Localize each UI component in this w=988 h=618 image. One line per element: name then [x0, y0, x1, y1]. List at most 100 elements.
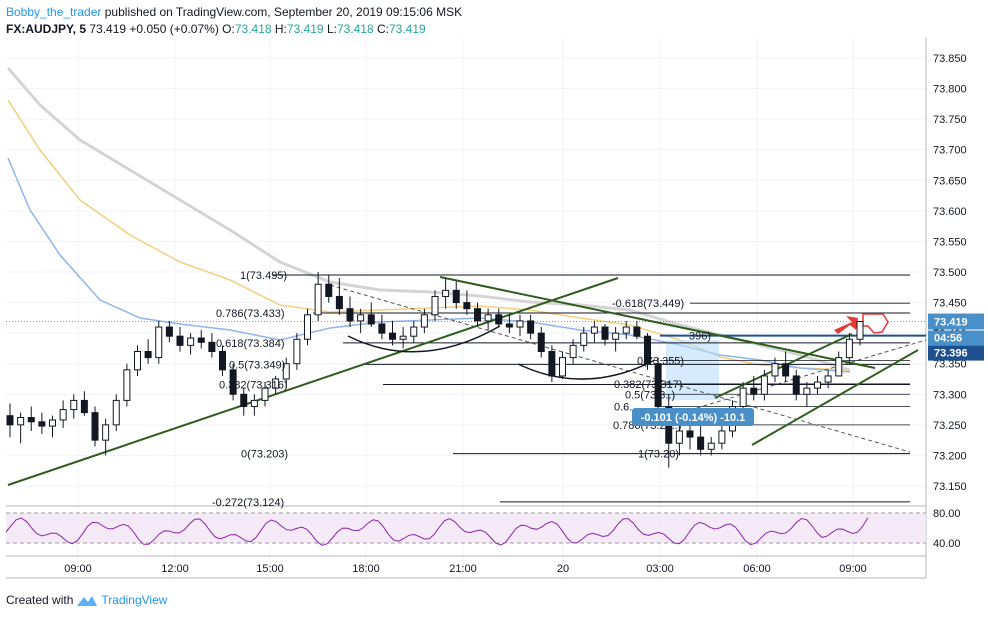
- y-tick-label: 73.750: [933, 114, 967, 126]
- candle-body: [399, 335, 407, 340]
- candle-body: [750, 387, 758, 395]
- arc-right: [517, 359, 656, 380]
- candle-body: [580, 332, 588, 346]
- candle-body: [272, 378, 280, 389]
- candle-body: [612, 332, 620, 340]
- trendline-resistance: [439, 276, 876, 369]
- candle-body: [102, 424, 110, 441]
- y-tick-label: 73.250: [933, 420, 967, 432]
- candle-body: [442, 289, 450, 297]
- candle-body: [803, 387, 811, 395]
- candle-body: [282, 363, 290, 380]
- candle-body: [27, 417, 35, 423]
- time-axis[interactable]: 09:00 12:00 15:00 18:00 21:00 20 03:00 06:00 09:…: [64, 563, 867, 575]
- price-chart[interactable]: 1(73.495) 0.786(73.433) 0.618(73.384) 0.5(7…: [0, 0, 988, 590]
- y-tick-label: 73.850: [933, 53, 967, 65]
- trendline-support: [7, 277, 619, 486]
- symbol-label: FX:AUDJPY, 5: [6, 22, 87, 36]
- chart-header: Bobby_the_trader published on TradingVie…: [6, 4, 462, 38]
- fib-label-partial: 396): [689, 331, 711, 343]
- candle-body: [219, 350, 226, 371]
- candle-body: [59, 409, 67, 421]
- x-tick-label: 18:00: [352, 563, 380, 575]
- candle-body: [176, 335, 184, 346]
- candle-body: [463, 302, 471, 310]
- candle-body: [187, 337, 195, 346]
- candle-body: [367, 314, 375, 325]
- level-price-tag-bg: [928, 345, 984, 361]
- candle-body: [261, 387, 269, 401]
- red-arrow-icon: [834, 316, 858, 334]
- measure-box: [666, 340, 719, 400]
- sma-yellow-line: [7, 99, 851, 371]
- candle-body: [49, 419, 56, 427]
- rsi-tick-label: 80.00: [933, 508, 961, 520]
- fib-label: 0.382(73.316): [219, 380, 288, 392]
- rsi-tick-label: 40.00: [933, 538, 961, 550]
- candle-body: [569, 344, 577, 359]
- fib-label: 1(73.495): [240, 270, 287, 282]
- candle-body: [484, 314, 492, 322]
- candle-body: [601, 326, 609, 340]
- author-link[interactable]: Bobby_the_trader: [6, 5, 102, 19]
- candle-body: [697, 436, 705, 450]
- fib-label: 0.5(73.349): [229, 359, 285, 371]
- y-tick-label: 73.500: [933, 267, 967, 279]
- tradingview-link[interactable]: TradingView: [101, 593, 168, 607]
- y-tick-label: 73.450: [933, 298, 967, 310]
- candle-body: [314, 283, 322, 316]
- candle-body: [644, 335, 651, 365]
- candle-body: [250, 399, 258, 408]
- fib-label-right: 1(73.20): [638, 449, 679, 461]
- candle-body: [431, 295, 439, 316]
- price-tags: 73.419 04:56 73.396: [928, 313, 984, 361]
- x-tick-label: 09:00: [64, 563, 92, 575]
- countdown-tag-bg: [928, 330, 984, 346]
- channel-lower: [751, 349, 919, 446]
- y-tick-label: 73.650: [933, 175, 967, 187]
- fib-label: 0.618(73.384): [216, 338, 285, 350]
- publish-line: Bobby_the_trader published on TradingVie…: [6, 4, 462, 21]
- price-axis[interactable]: 73.850 73.800 73.750 73.700 73.650 73.600 73.5…: [933, 53, 967, 493]
- candle-body: [91, 412, 99, 441]
- level-price-tag: 73.396: [934, 348, 968, 360]
- y-tick-label: 73.150: [933, 481, 967, 493]
- candle-body: [760, 375, 768, 395]
- candle-body: [123, 369, 131, 401]
- measure-label: -0.101 (-0.14%) -10.1: [641, 412, 746, 424]
- countdown-tag: 04:56: [934, 333, 962, 345]
- candle-body: [675, 430, 683, 444]
- price-change: +0.050 (+0.07%): [129, 22, 219, 36]
- candle-body: [70, 399, 78, 411]
- candle-body: [240, 393, 248, 408]
- drawings-layer[interactable]: [6, 274, 927, 503]
- x-tick-label: 06:00: [743, 563, 771, 575]
- ohlc-line: FX:AUDJPY, 5 73.419 +0.050 (+0.07%) O:73…: [6, 21, 462, 38]
- fib-label-right: 0.382(73.317): [614, 379, 683, 391]
- rsi-pane: 80.00 40.00: [5, 508, 961, 550]
- axis-frame: [6, 38, 927, 579]
- fib-label-right: 0.6..: [614, 402, 635, 414]
- candles-layer: [6, 272, 864, 468]
- candle-body: [707, 442, 715, 450]
- candle-body: [516, 320, 524, 328]
- candle-body: [452, 289, 460, 304]
- candle-body: [686, 430, 694, 438]
- dashed-projection-line: [329, 284, 911, 453]
- candle-body: [304, 314, 311, 340]
- last-price-tag-bg: [928, 313, 984, 330]
- candle-body: [590, 326, 598, 334]
- candle-body: [654, 363, 662, 408]
- candle-body: [559, 357, 566, 377]
- last-price: 73.419: [89, 22, 127, 36]
- fib-label: -0.272(73.124): [212, 497, 284, 509]
- y-tick-label: 73.550: [933, 236, 967, 248]
- footer: Created with TradingView: [6, 593, 167, 607]
- x-tick-label: 20: [557, 563, 569, 575]
- candle-body: [410, 326, 418, 337]
- candle-body: [824, 375, 832, 383]
- arc-left: [347, 325, 501, 353]
- publish-info: published on TradingView.com, September …: [104, 5, 463, 19]
- high-label: H:: [274, 22, 287, 36]
- candle-body: [378, 323, 386, 334]
